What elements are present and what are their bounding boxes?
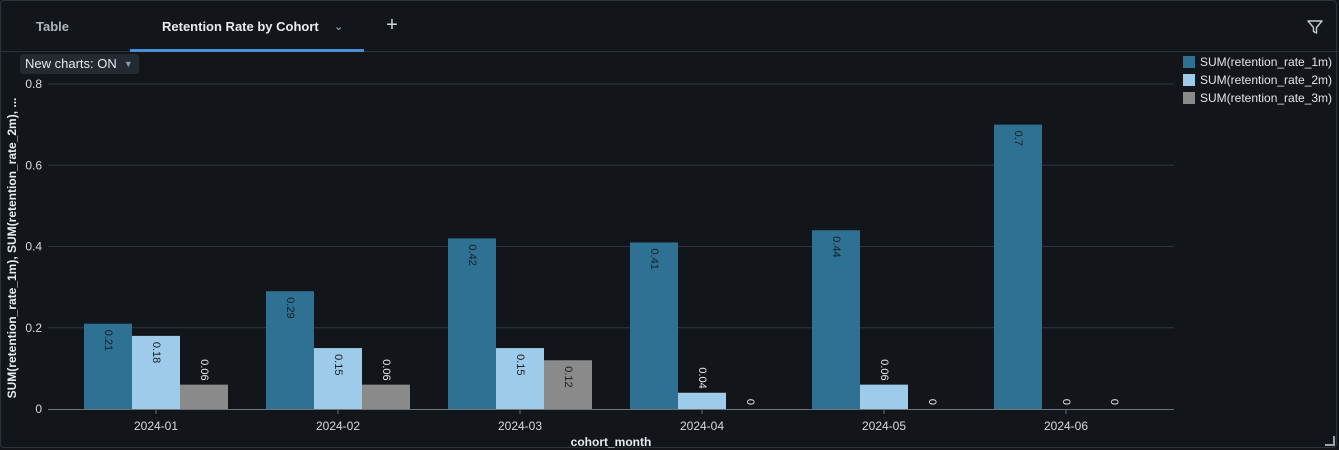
bar <box>132 335 180 409</box>
bar <box>860 384 908 409</box>
bar <box>994 124 1042 409</box>
bar <box>448 238 496 409</box>
chevron-down-icon: ▼ <box>123 59 133 69</box>
bar <box>362 384 410 409</box>
x-tick-label: 2024-05 <box>862 419 906 433</box>
bar <box>314 348 362 409</box>
bar <box>812 230 860 409</box>
bar <box>630 242 678 409</box>
legend-swatch <box>1183 92 1195 104</box>
tab-retention-rate-by-cohort[interactable]: Retention Rate by Cohort ⌄ <box>130 0 364 52</box>
data-label: 0.21 <box>102 330 114 351</box>
x-tick-label: 2024-03 <box>498 419 542 433</box>
data-label: 0.29 <box>284 297 296 318</box>
data-label: 0.42 <box>466 244 478 265</box>
chevron-down-icon[interactable]: ⌄ <box>334 21 344 33</box>
resize-handle-icon[interactable] <box>1325 436 1335 446</box>
data-label: 0.41 <box>648 248 660 269</box>
legend-swatch <box>1183 74 1195 86</box>
x-tick-label: 2024-02 <box>316 419 360 433</box>
legend-item[interactable]: SUM(retention_rate_3m) <box>1183 91 1332 109</box>
bar <box>180 384 228 409</box>
y-tick-label: 0 <box>35 402 42 416</box>
new-charts-label: New charts: ON <box>25 56 117 71</box>
legend-label: SUM(retention_rate_3m) <box>1200 91 1333 105</box>
legend-item[interactable]: SUM(retention_rate_1m) <box>1183 55 1332 73</box>
data-label: 0.06 <box>198 359 210 380</box>
bar <box>678 392 726 409</box>
tab-bar: Table Retention Rate by Cohort ⌄ + <box>0 0 1339 52</box>
legend-label: SUM(retention_rate_1m) <box>1200 55 1333 69</box>
bar <box>496 348 544 409</box>
filter-icon[interactable] <box>1306 18 1324 36</box>
bar <box>84 323 132 409</box>
data-label: 0 <box>1060 399 1072 405</box>
data-label: 0.12 <box>562 366 574 387</box>
legend-label: SUM(retention_rate_2m) <box>1200 73 1333 87</box>
bar <box>544 360 592 409</box>
y-axis-title: SUM(retention_rate_1m), SUM(retention_ra… <box>5 98 19 399</box>
legend-item[interactable]: SUM(retention_rate_2m) <box>1183 73 1332 91</box>
data-label: 0.06 <box>380 359 392 380</box>
x-tick-label: 2024-04 <box>680 419 724 433</box>
add-tab-button[interactable]: + <box>386 14 398 36</box>
data-label: 0.7 <box>1012 131 1024 146</box>
data-label: 0.15 <box>332 354 344 375</box>
data-label: 0 <box>744 399 756 405</box>
new-charts-toggle[interactable]: New charts: ON ▼ <box>20 54 139 74</box>
data-label: 0 <box>1108 399 1120 405</box>
chart-legend: SUM(retention_rate_1m) SUM(retention_rate… <box>1183 55 1332 109</box>
data-label: 0 <box>926 399 938 405</box>
data-label: 0.18 <box>150 342 162 363</box>
x-axis-title: cohort_month <box>571 435 652 449</box>
x-tick-label: 2024-06 <box>1044 419 1088 433</box>
y-tick-label: 0.4 <box>25 240 42 254</box>
data-label: 0.04 <box>696 367 708 388</box>
tab-label: Retention Rate by Cohort <box>162 19 319 34</box>
data-label: 0.06 <box>878 359 890 380</box>
y-tick-label: 0.8 <box>25 77 42 91</box>
legend-swatch <box>1183 56 1195 68</box>
x-tick-label: 2024-01 <box>134 419 178 433</box>
y-tick-label: 0.6 <box>25 158 42 172</box>
y-tick-label: 0.2 <box>25 321 42 335</box>
tab-table[interactable]: Table <box>36 19 69 34</box>
bar <box>266 291 314 409</box>
data-label: 0.44 <box>830 236 842 257</box>
data-label: 0.15 <box>514 354 526 375</box>
